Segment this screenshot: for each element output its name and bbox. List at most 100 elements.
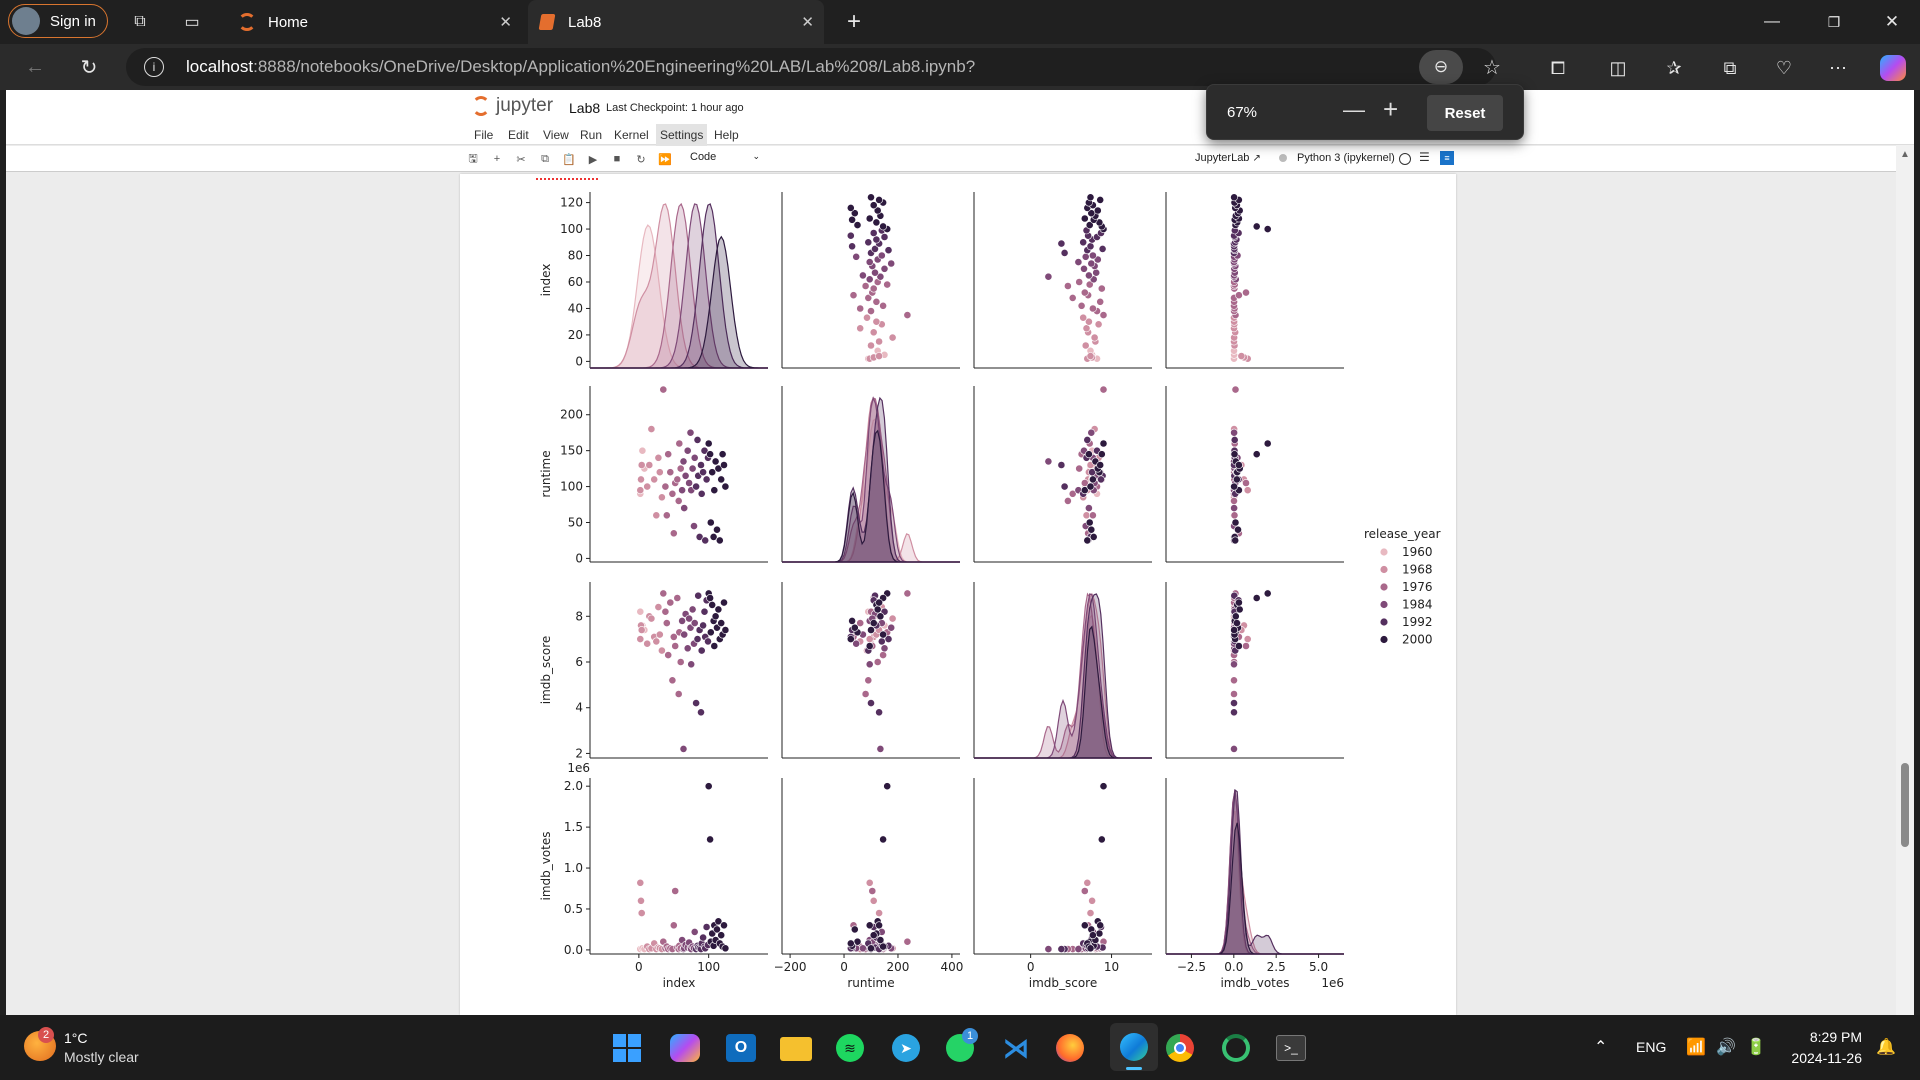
run-all-icon[interactable]: ⏩ <box>658 153 672 166</box>
vscode-icon[interactable]: ⋊ <box>1003 1032 1029 1063</box>
restore-icon[interactable]: ❐ <box>1827 13 1841 30</box>
scatter-point <box>720 921 728 930</box>
cut-icon[interactable]: ✂ <box>516 153 526 166</box>
scatter-point <box>1057 945 1066 953</box>
menu-help[interactable]: Help <box>714 128 739 142</box>
notifications-icon[interactable]: 🔔 <box>1876 1039 1896 1056</box>
scatter-point <box>850 925 859 934</box>
more-menu-icon[interactable]: ⋯ <box>1829 57 1847 78</box>
tab-home[interactable]: Home ✕ <box>228 0 520 44</box>
jupyter-logo-text[interactable]: jupyter <box>496 95 554 116</box>
firefox-icon[interactable] <box>1056 1034 1084 1062</box>
jupyter-logo-icon[interactable] <box>472 96 490 116</box>
menu-settings[interactable]: Settings <box>656 124 708 146</box>
scatter-point <box>645 461 654 469</box>
legend-label: 1960 <box>1402 545 1433 559</box>
telegram-icon[interactable]: ➤ <box>892 1034 920 1062</box>
copy-icon[interactable]: ⧉ <box>541 152 549 165</box>
cell-type-value: Code <box>690 151 717 163</box>
chrome-icon[interactable] <box>1166 1034 1194 1062</box>
menu-kernel[interactable]: Kernel <box>614 128 649 142</box>
favorites-icon[interactable]: ✰ <box>1666 57 1682 78</box>
outlook-icon[interactable]: O <box>726 1034 756 1062</box>
tab-lab8[interactable]: Lab8 ✕ <box>528 0 824 44</box>
cell-type-select[interactable]: Code ⌄ <box>690 151 760 163</box>
kernel-name[interactable]: Python 3 (ipykernel) <box>1297 152 1395 164</box>
site-info-icon[interactable]: i <box>144 57 164 77</box>
menu-file[interactable]: File <box>474 128 494 142</box>
zoom-reset-button[interactable]: Reset <box>1427 95 1503 131</box>
y-axis-label: imdb_score <box>539 636 553 705</box>
menu-run[interactable]: Run <box>580 128 603 142</box>
zoom-decrease-icon[interactable]: — <box>1343 97 1365 122</box>
browser-essentials-icon[interactable]: ♡ <box>1775 57 1793 78</box>
close-tab-icon[interactable]: ✕ <box>801 14 814 31</box>
battery-icon[interactable]: 🔋 <box>1746 1039 1766 1056</box>
weather-widget[interactable]: 2 1°C Mostly clear <box>24 1027 184 1069</box>
y-axis-label: imdb_votes <box>539 831 553 900</box>
scatter-point <box>1087 428 1096 437</box>
extensions-icon[interactable]: ⧠ <box>1550 57 1566 78</box>
menu-view[interactable]: View <box>543 128 569 142</box>
scatter-point <box>1085 450 1093 459</box>
scroll-up-icon[interactable]: ▲ <box>1900 149 1910 160</box>
jupyterlab-link[interactable]: JupyterLab ↗ <box>1195 152 1261 164</box>
wifi-icon[interactable]: 📶 <box>1686 1039 1706 1056</box>
kde-curve <box>1166 789 1344 955</box>
zoom-popup: 67% — + Reset <box>1206 84 1524 140</box>
start-icon[interactable] <box>613 1034 641 1062</box>
split-screen-icon[interactable]: ◫ <box>1609 57 1627 78</box>
url-bar[interactable]: i localhost:8888/notebooks/OneDrive/Desk… <box>126 48 1501 86</box>
save-icon[interactable]: 🖫 <box>468 152 478 165</box>
restart-icon[interactable]: ↻ <box>636 153 646 166</box>
y-tick-label: 0 <box>575 551 583 565</box>
collections-icon[interactable]: ⧉ <box>1723 57 1737 78</box>
chevron-down-icon: ⌄ <box>752 151 760 161</box>
scatter-point <box>714 605 723 614</box>
scatter-point <box>879 835 887 844</box>
close-window-icon[interactable]: ✕ <box>1884 12 1900 31</box>
new-tab-icon[interactable]: + <box>846 8 861 35</box>
stop-icon[interactable]: ■ <box>613 153 621 165</box>
scatter-point <box>638 446 647 455</box>
close-tab-icon[interactable]: ✕ <box>499 14 512 31</box>
scatter-point <box>1089 931 1097 940</box>
language-indicator[interactable]: ENG <box>1636 1039 1667 1055</box>
edge-icon[interactable] <box>1110 1023 1158 1071</box>
property-inspector-icon[interactable]: ≡ <box>1440 151 1454 165</box>
profile-button[interactable]: Sign in <box>8 4 108 38</box>
insert-cell-icon[interactable]: + <box>493 153 501 165</box>
scatter-point <box>1087 259 1096 268</box>
copilot-app-icon[interactable] <box>670 1034 700 1062</box>
clock-time[interactable]: 8:29 PM <box>1809 1029 1862 1045</box>
notebook-favicon-icon <box>538 14 556 30</box>
file-explorer-icon[interactable] <box>780 1037 812 1061</box>
scatter-point <box>1252 594 1261 602</box>
volume-icon[interactable]: 🔊 <box>1716 1039 1736 1056</box>
workspaces-icon[interactable]: ⧉ <box>134 13 146 30</box>
run-icon[interactable]: ▶ <box>588 153 598 166</box>
refresh-icon[interactable]: ↻ <box>80 56 98 79</box>
back-icon[interactable]: ← <box>25 55 45 78</box>
notebook-title[interactable]: Lab8 <box>569 100 601 116</box>
zoom-increase-icon[interactable]: + <box>1383 94 1399 124</box>
paste-icon[interactable]: 📋 <box>562 153 576 166</box>
scatter-point <box>869 284 878 293</box>
page-scrollbar[interactable]: ▲ ▼ <box>1896 145 1914 1015</box>
scatter-point <box>1252 450 1261 459</box>
zoom-out-icon[interactable]: ⊖ <box>1419 50 1463 84</box>
tab-actions-icon[interactable]: ▭ <box>184 14 200 31</box>
terminal-icon[interactable]: >_ <box>1276 1035 1306 1061</box>
minimize-icon[interactable]: — <box>1764 13 1780 30</box>
clock-date[interactable]: 2024-11-26 <box>1791 1050 1862 1066</box>
scroll-thumb[interactable] <box>1901 763 1909 847</box>
show-hidden-icons-icon[interactable]: ⌃ <box>1594 1039 1608 1056</box>
toc-icon[interactable]: ☰ <box>1419 150 1430 164</box>
scatter-point <box>1089 251 1097 260</box>
menu-edit[interactable]: Edit <box>508 128 529 142</box>
copilot-icon[interactable] <box>1880 55 1906 81</box>
favorite-star-icon[interactable]: ☆ <box>1483 56 1501 79</box>
refresh-app-icon[interactable] <box>1222 1034 1250 1062</box>
spotify-icon[interactable]: ≋ <box>836 1034 864 1062</box>
scatter-point <box>636 635 645 643</box>
